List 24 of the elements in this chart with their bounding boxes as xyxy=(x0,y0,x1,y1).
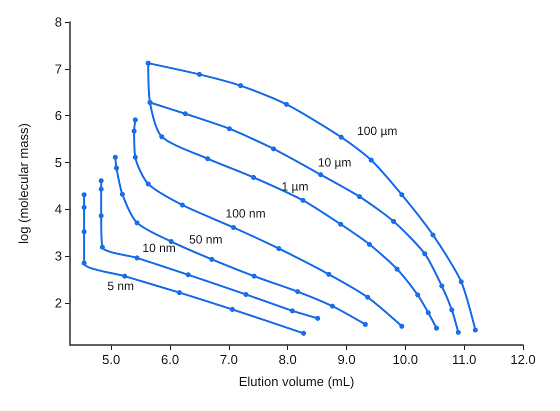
x-tick-label: 5.0 xyxy=(102,352,120,367)
series-label: 10 nm xyxy=(142,240,176,255)
x-tick-label: 11.0 xyxy=(452,352,476,367)
x-tick-label: 12.0 xyxy=(510,352,536,367)
y-tick-label: 3 xyxy=(54,248,62,264)
y-tick-label: 6 xyxy=(54,108,62,124)
y-tick-label: 5 xyxy=(54,154,62,170)
series-label: 5 nm xyxy=(107,279,134,294)
y-tick-label: 8 xyxy=(54,14,62,30)
x-tick-label: 7.0 xyxy=(220,352,238,367)
series-label: 50 nm xyxy=(189,232,222,246)
series-label: 100 nm xyxy=(226,206,266,221)
series-label: 1 µm xyxy=(282,179,308,194)
y-tick-label: 2 xyxy=(54,295,62,310)
x-tick-label: 6.0 xyxy=(160,352,180,367)
y-axis-title: log (molecular mass) xyxy=(16,123,31,244)
x-tick-label: 9.0 xyxy=(337,352,356,367)
y-tick-label: 4 xyxy=(54,202,62,217)
series-label: 100 µm xyxy=(357,124,398,138)
x-tick-label: 10.0 xyxy=(392,352,418,367)
series-label: 10 µm xyxy=(318,156,352,170)
x-tick-label: 8.0 xyxy=(278,352,297,367)
y-tick-label: 7 xyxy=(54,61,62,76)
x-axis-title: Elution volume (mL) xyxy=(238,374,354,389)
